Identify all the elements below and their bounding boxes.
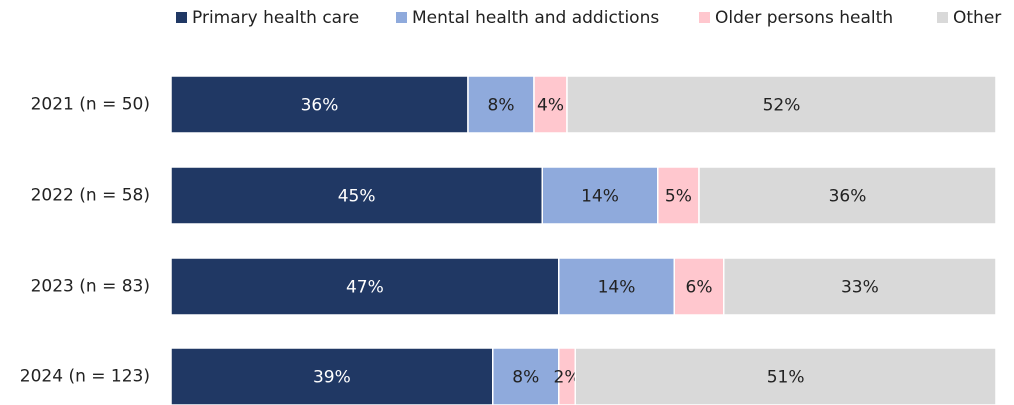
data-label: 36% <box>829 187 867 207</box>
bar-segment <box>492 347 560 405</box>
bar-segment <box>533 75 568 134</box>
data-label: 6% <box>686 278 713 298</box>
data-label: 51% <box>767 368 805 388</box>
data-label: 8% <box>488 96 515 116</box>
data-label: 33% <box>841 278 879 298</box>
bar-segment <box>574 347 997 405</box>
bar-segment <box>698 166 997 225</box>
bar-segment <box>170 166 543 225</box>
data-label: 47% <box>346 278 384 298</box>
legend-swatch <box>396 12 407 23</box>
y-tick-label: 2022 (n = 58) <box>31 186 150 206</box>
data-label: 14% <box>598 278 636 298</box>
bar-segment <box>170 347 494 405</box>
bar-segment <box>566 75 997 134</box>
data-label: 5% <box>665 187 692 207</box>
legend-label: Older persons health <box>715 8 893 28</box>
data-label: 14% <box>581 187 619 207</box>
data-label: 45% <box>338 187 376 207</box>
legend-label: Mental health and addictions <box>412 8 659 28</box>
y-tick-label: 2023 (n = 83) <box>31 277 150 297</box>
data-label: 2% <box>554 368 581 388</box>
data-label: 52% <box>763 96 801 116</box>
bar-segment <box>558 257 675 316</box>
legend-swatch <box>937 12 948 23</box>
legend-swatch <box>176 12 187 23</box>
bar-segment <box>723 257 997 316</box>
bar-segment <box>467 75 535 134</box>
data-label: 36% <box>301 96 339 116</box>
data-label: 8% <box>512 368 539 388</box>
bar-segment <box>541 166 659 225</box>
data-label: 4% <box>537 96 564 116</box>
y-tick-label: 2021 (n = 50) <box>31 95 150 115</box>
bar-segment <box>657 166 700 225</box>
y-tick-label: 2024 (n = 123) <box>20 367 150 387</box>
legend-swatch <box>699 12 710 23</box>
legend-label: Other <box>953 8 1001 28</box>
data-label: 39% <box>313 368 351 388</box>
bar-segment <box>170 257 560 316</box>
bar-segment <box>170 75 469 134</box>
legend-label: Primary health care <box>192 8 359 28</box>
